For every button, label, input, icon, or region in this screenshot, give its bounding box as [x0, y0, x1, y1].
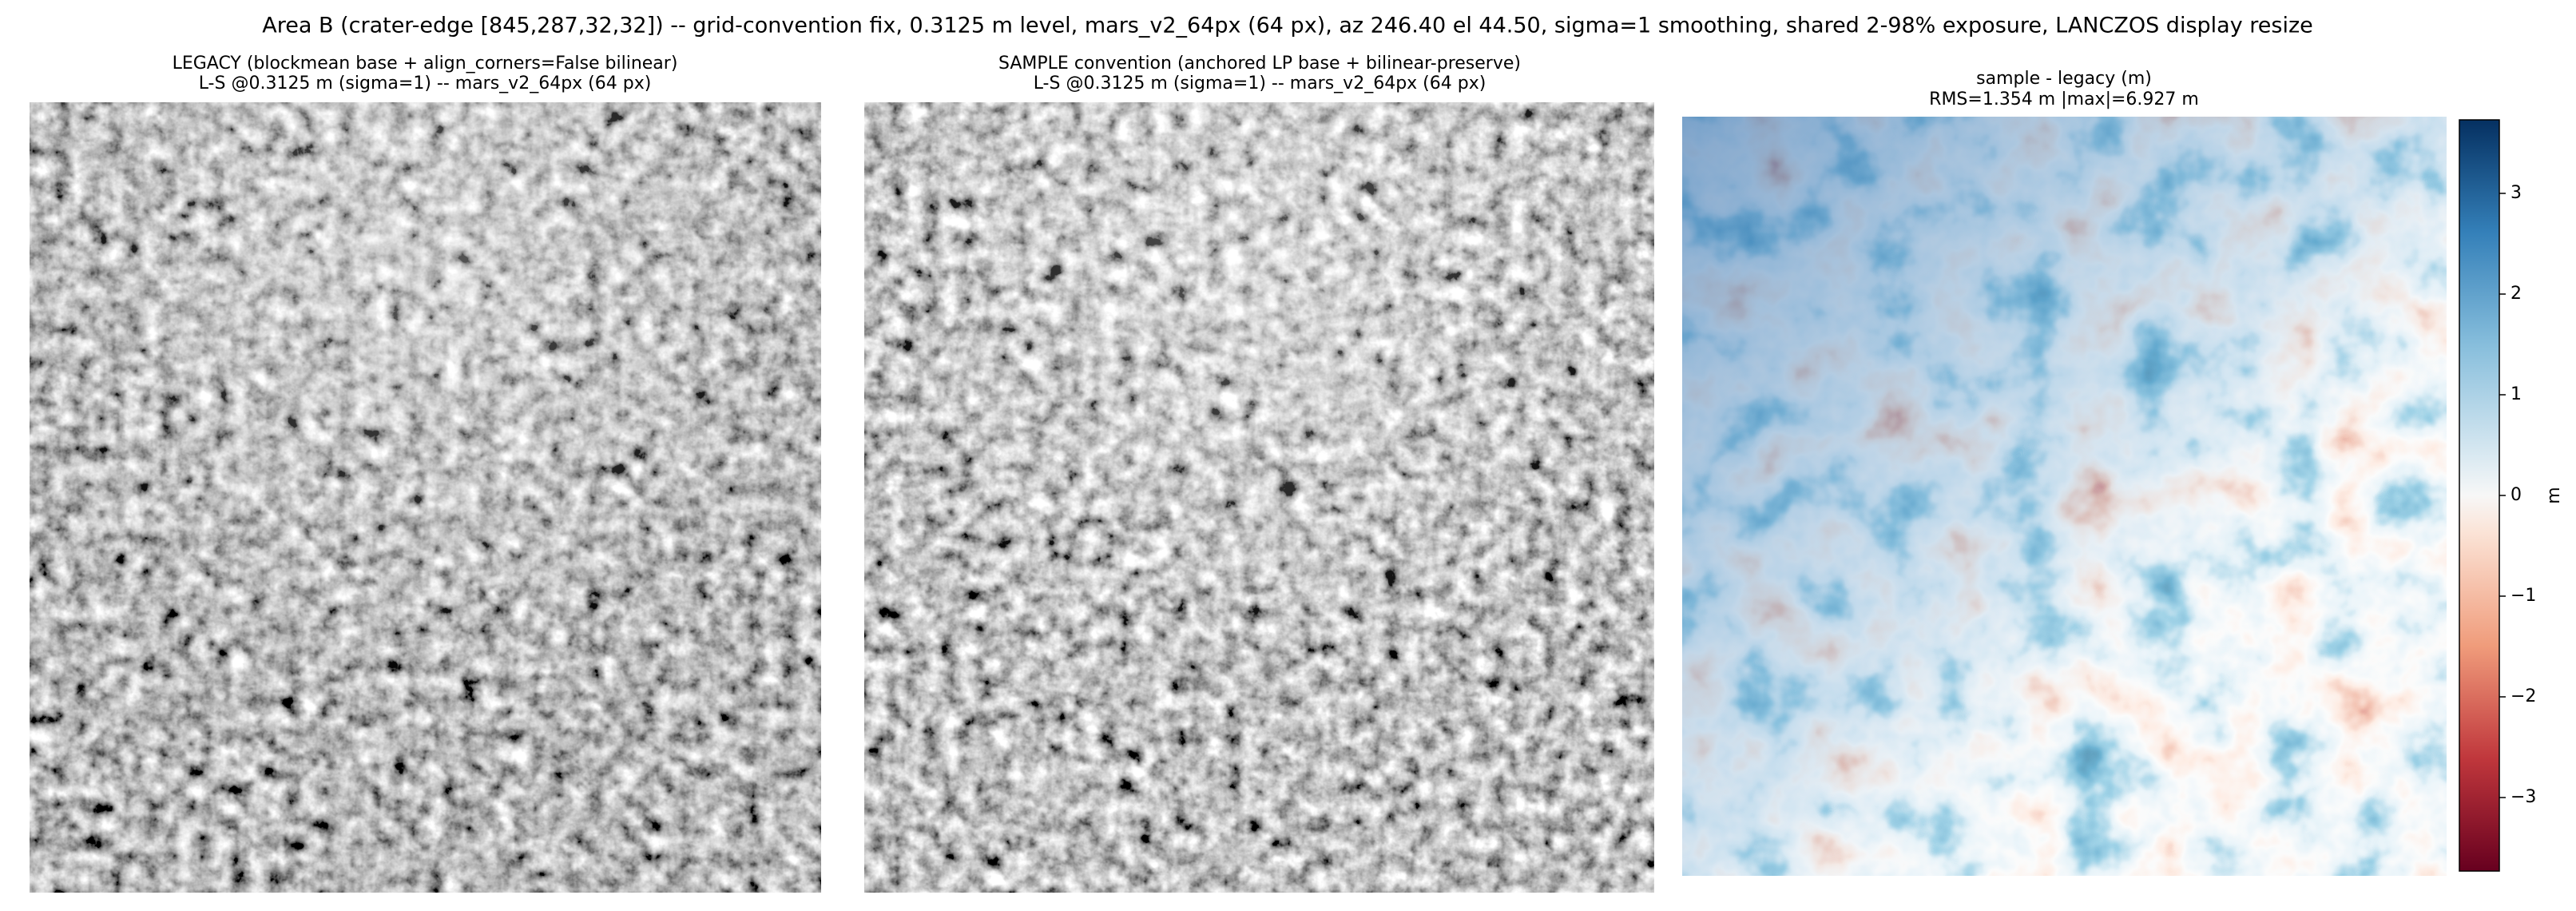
tick-label: −1	[2511, 586, 2536, 606]
colorbar	[2459, 119, 2500, 872]
image-shading	[30, 102, 821, 893]
tick-label: 2	[2511, 284, 2522, 304]
image-shading	[1682, 117, 2447, 876]
tick-label: 3	[2511, 183, 2522, 203]
panel-title: SAMPLE convention (anchored LP base + bi…	[998, 54, 1521, 74]
panel-title: L-S @0.3125 m (sigma=1) -- mars_v2_64px …	[1034, 74, 1486, 93]
image-shading	[864, 102, 1654, 893]
panel-title: RMS=1.354 m |max|=6.927 m	[1929, 90, 2199, 109]
tick-label: 1	[2511, 384, 2522, 404]
tick-label: −2	[2511, 686, 2536, 706]
panel-title: sample - legacy (m)	[1976, 69, 2152, 89]
colorbar-label: m	[2544, 487, 2564, 503]
figure-title: Area B (crater-edge [845,287,32,32]) -- …	[262, 14, 2312, 38]
tick-label: 0	[2511, 485, 2522, 505]
tick-label: −3	[2511, 787, 2536, 807]
panel-title: LEGACY (blockmean base + align_corners=F…	[173, 54, 678, 74]
panel-title: L-S @0.3125 m (sigma=1) -- mars_v2_64px …	[199, 74, 652, 93]
